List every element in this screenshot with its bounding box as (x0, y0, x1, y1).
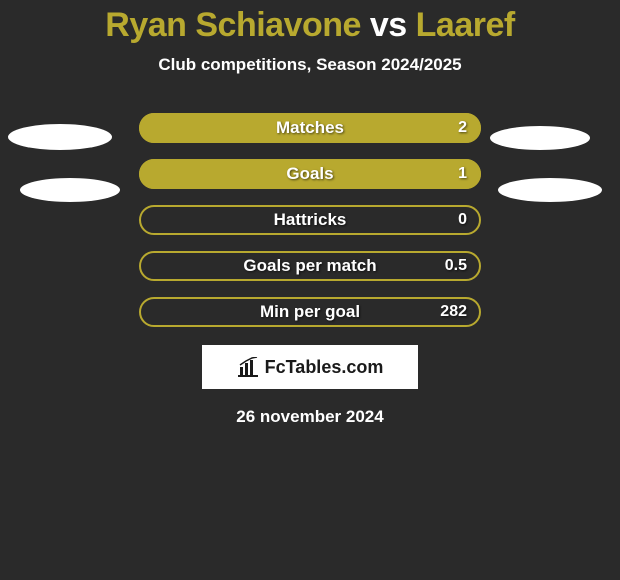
decorative-ellipse (490, 126, 590, 150)
stat-value: 0.5 (445, 257, 467, 275)
stat-label: Goals per match (243, 256, 376, 276)
stat-row: Goals per match 0.5 (139, 251, 481, 281)
stat-row: Matches 2 (139, 113, 481, 143)
stat-value: 2 (458, 119, 467, 137)
title-vs: vs (370, 6, 407, 44)
brand-text: FcTables.com (265, 357, 384, 378)
stat-label: Matches (276, 118, 344, 138)
stat-row: Min per goal 282 (139, 297, 481, 327)
stat-row: Hattricks 0 (139, 205, 481, 235)
stat-value: 282 (440, 303, 467, 321)
bar-chart-icon (237, 357, 259, 377)
decorative-ellipse (498, 178, 602, 202)
date-label: 26 november 2024 (0, 407, 620, 427)
subtitle: Club competitions, Season 2024/2025 (0, 55, 620, 75)
stat-label: Min per goal (260, 302, 360, 322)
stat-label: Hattricks (274, 210, 347, 230)
brand-box: FcTables.com (202, 345, 418, 389)
page-title: Ryan Schiavone vs Laaref (0, 0, 620, 45)
decorative-ellipse (20, 178, 120, 202)
stat-label: Goals (286, 164, 333, 184)
decorative-ellipse (8, 124, 112, 150)
stat-value: 1 (458, 165, 467, 183)
title-player2: Laaref (416, 6, 515, 44)
stat-value: 0 (458, 211, 467, 229)
stat-row: Goals 1 (139, 159, 481, 189)
title-player1: Ryan Schiavone (105, 6, 361, 44)
